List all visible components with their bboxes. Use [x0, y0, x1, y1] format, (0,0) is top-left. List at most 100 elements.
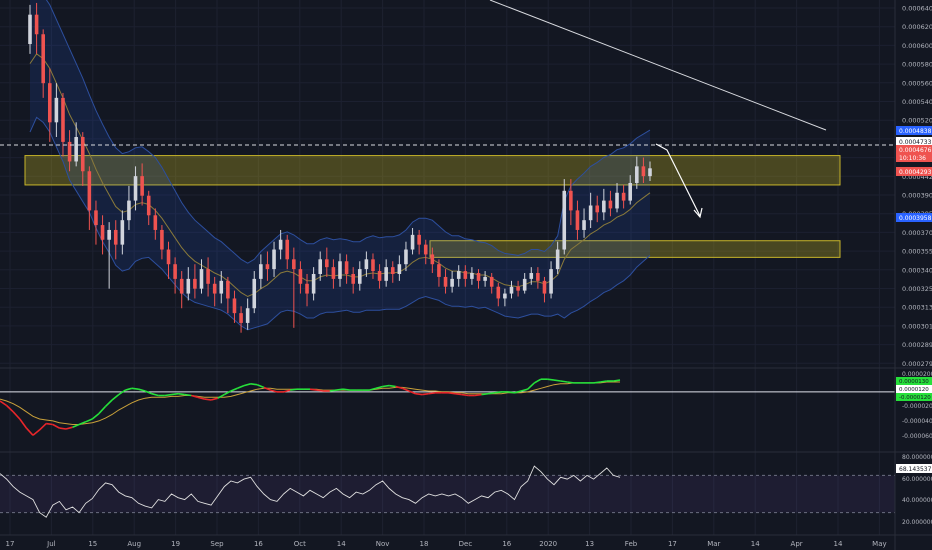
candle	[206, 257, 210, 297]
candle-body	[179, 278, 184, 294]
candle	[470, 267, 474, 285]
candle-body	[549, 269, 553, 294]
candle	[34, 2, 39, 54]
candle	[588, 192, 593, 229]
candle	[232, 290, 237, 323]
price-badge	[896, 153, 932, 162]
candle-body	[503, 293, 507, 299]
candle-body	[463, 271, 468, 279]
zone-rectangle[interactable]	[24, 155, 841, 186]
arrow-head-icon	[693, 207, 703, 219]
candle	[61, 92, 65, 157]
candle	[41, 29, 45, 98]
zone-rectangle[interactable]	[429, 240, 841, 258]
macd-line-segment	[567, 381, 574, 384]
candle-body	[470, 273, 474, 279]
candle	[344, 254, 349, 284]
price-badge	[896, 137, 932, 146]
candle	[357, 261, 362, 291]
candle	[575, 200, 580, 240]
macd-line-segment	[184, 393, 192, 397]
candle-body	[417, 234, 421, 245]
price-badge-label: 0.0004733	[899, 139, 932, 146]
macd-line-segment	[125, 387, 133, 391]
candle	[417, 229, 421, 255]
candle-body	[522, 278, 527, 291]
candle	[311, 267, 316, 301]
candle-body	[47, 83, 52, 123]
candle-body	[318, 259, 323, 274]
macd-line-segment	[12, 411, 21, 420]
candle	[94, 200, 98, 245]
candle-body	[239, 313, 243, 323]
macd-line-segment	[250, 383, 258, 386]
candle-body	[489, 276, 494, 287]
x-tick-label: 16	[254, 540, 263, 548]
candle-body	[87, 171, 92, 211]
candle-body	[602, 200, 606, 213]
candle	[569, 179, 573, 226]
candle-body	[232, 298, 237, 314]
rsi-badge-label: 68.1435372	[899, 466, 932, 473]
candle-body	[516, 286, 520, 291]
projection-arrow	[655, 143, 701, 217]
candle-body	[595, 205, 600, 213]
macd-line-segment	[111, 393, 120, 401]
candle	[160, 225, 164, 260]
macd-line-segment	[448, 392, 456, 395]
candle	[641, 157, 646, 183]
x-tick-label: Oct	[294, 540, 306, 548]
candle-body	[615, 192, 619, 209]
macd-line-segment	[91, 412, 100, 420]
candle-body	[536, 273, 540, 281]
price-badge-label: 0.0004838	[899, 128, 932, 135]
candle-body	[437, 264, 441, 277]
macd-line-segment	[514, 390, 522, 394]
macd-line-segment	[336, 388, 344, 391]
macd-line-segment	[388, 384, 396, 388]
macd-badge-label: 0.0000120	[899, 387, 929, 393]
x-tick-label: 15	[88, 540, 97, 548]
macd-line-segment	[191, 394, 199, 399]
price-badge-label: 10:10:36	[899, 155, 926, 162]
candle	[648, 161, 652, 182]
candle	[120, 210, 125, 255]
macd-line-segment	[32, 429, 41, 436]
candle-body	[153, 215, 158, 230]
macd-line-segment	[204, 398, 212, 401]
candle	[582, 208, 586, 238]
price-badge	[896, 145, 932, 154]
candle	[377, 264, 382, 289]
candle	[252, 271, 257, 314]
macd-line-segment	[164, 393, 172, 397]
candle	[410, 228, 415, 255]
macd-line-segment	[290, 388, 297, 391]
candle	[259, 254, 263, 289]
candle-body	[377, 271, 382, 281]
x-tick-label: May	[872, 540, 886, 548]
price-badge-label: 0.0004676	[899, 147, 932, 154]
macd-line-segment	[98, 405, 107, 415]
x-tick-label: 14	[751, 540, 760, 548]
candle	[450, 271, 454, 293]
macd-line-segment	[217, 393, 225, 399]
candle-body	[219, 280, 224, 294]
macd-line-segment	[342, 388, 350, 391]
candle-body	[259, 264, 263, 279]
candle	[602, 188, 606, 221]
macd-badge-label: 0.0000130	[899, 379, 929, 385]
candle-body	[127, 200, 131, 221]
candle	[318, 251, 323, 281]
x-tick-label: Aug	[127, 540, 141, 548]
descending-trendline[interactable]	[489, 0, 827, 131]
candle-body	[193, 278, 197, 289]
candle	[456, 265, 461, 287]
candle	[331, 259, 336, 289]
candle	[173, 257, 177, 294]
x-tick-label: 16	[502, 540, 511, 548]
macd-line-segment	[256, 383, 265, 389]
